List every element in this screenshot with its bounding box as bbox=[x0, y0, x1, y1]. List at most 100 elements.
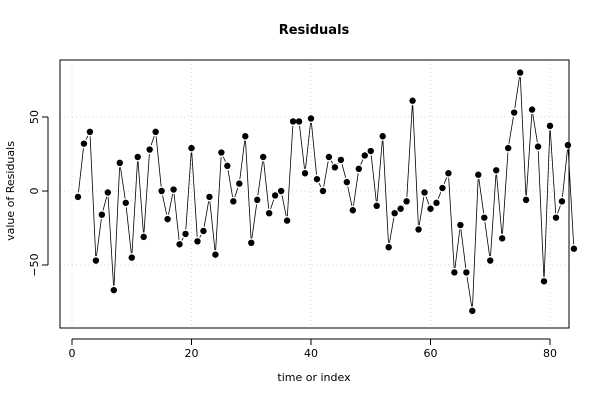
data-point bbox=[457, 221, 464, 229]
series-segment bbox=[514, 76, 520, 109]
data-point bbox=[158, 187, 165, 195]
data-point bbox=[74, 193, 82, 201]
series-segment bbox=[376, 140, 383, 202]
y-tick-label: 50 bbox=[28, 110, 41, 124]
data-point bbox=[564, 141, 572, 149]
data-point bbox=[224, 162, 231, 170]
series-segment bbox=[412, 105, 419, 226]
series-segment bbox=[125, 207, 132, 254]
data-point bbox=[92, 257, 100, 264]
data-point bbox=[265, 210, 273, 217]
data-point bbox=[499, 235, 506, 242]
data-point bbox=[355, 165, 362, 172]
data-point bbox=[206, 193, 213, 201]
data-point bbox=[331, 164, 339, 171]
series-segment bbox=[102, 196, 108, 211]
series-segment bbox=[418, 196, 425, 226]
data-point bbox=[152, 128, 159, 135]
series-segment bbox=[85, 135, 89, 140]
data-point bbox=[367, 147, 374, 155]
data-point bbox=[510, 109, 518, 116]
data-point bbox=[540, 278, 548, 285]
series-segment bbox=[508, 116, 514, 144]
series-segment bbox=[443, 177, 448, 185]
series-segment bbox=[143, 154, 150, 233]
series-segment bbox=[137, 161, 144, 233]
data-point bbox=[397, 205, 404, 212]
series-segment bbox=[448, 177, 455, 268]
data-point bbox=[391, 210, 398, 217]
series-segment bbox=[222, 156, 226, 162]
series-segment bbox=[155, 136, 162, 187]
series-segment bbox=[543, 130, 551, 277]
data-point bbox=[325, 153, 333, 161]
data-point bbox=[475, 171, 482, 178]
data-point bbox=[236, 180, 243, 187]
grid bbox=[60, 60, 569, 328]
data-point bbox=[534, 143, 542, 150]
data-point bbox=[516, 69, 524, 76]
data-point bbox=[188, 144, 195, 152]
series-segment bbox=[107, 196, 114, 286]
data-point bbox=[319, 187, 327, 195]
series-segment bbox=[96, 219, 102, 257]
data-point bbox=[170, 186, 177, 193]
data-point bbox=[522, 196, 530, 204]
series-segment bbox=[406, 105, 413, 197]
series-segment bbox=[251, 204, 258, 239]
data-point bbox=[421, 189, 428, 196]
series-segment bbox=[341, 164, 347, 178]
data-point bbox=[546, 122, 554, 130]
data-point bbox=[260, 153, 267, 161]
data-point bbox=[116, 159, 124, 167]
series-segment bbox=[113, 167, 120, 286]
series-segment bbox=[185, 152, 192, 230]
series-segment bbox=[131, 161, 138, 254]
data-point bbox=[230, 198, 237, 205]
series-segment bbox=[299, 125, 305, 169]
data-point bbox=[164, 215, 171, 223]
data-point bbox=[182, 230, 189, 238]
data-point bbox=[283, 217, 291, 224]
series-segment bbox=[305, 122, 311, 169]
series-segment bbox=[425, 196, 430, 205]
data-point bbox=[110, 286, 118, 294]
series-segment bbox=[199, 234, 202, 238]
x-tick-label: 20 bbox=[185, 347, 199, 360]
data-point bbox=[337, 156, 345, 164]
series-segment bbox=[323, 161, 329, 187]
data-point bbox=[218, 149, 225, 156]
series-segment bbox=[370, 155, 377, 202]
data-point bbox=[487, 257, 494, 264]
series-segment bbox=[478, 179, 485, 214]
series-segment bbox=[496, 174, 503, 234]
series-segment bbox=[239, 140, 246, 180]
series-segment bbox=[519, 77, 527, 196]
series-segment bbox=[502, 152, 509, 234]
data-point bbox=[104, 189, 112, 196]
series-segment bbox=[318, 182, 322, 188]
plot-frame bbox=[59, 59, 570, 329]
series-segment bbox=[562, 149, 568, 197]
data-point bbox=[254, 196, 261, 204]
data-point bbox=[409, 97, 416, 104]
data-point bbox=[385, 244, 392, 251]
series-segment bbox=[150, 135, 155, 146]
data-point bbox=[403, 198, 410, 205]
series-segment bbox=[227, 170, 233, 197]
series-segment bbox=[532, 113, 538, 143]
series-segment bbox=[484, 222, 491, 257]
series-segment bbox=[257, 161, 263, 196]
series-segment bbox=[181, 237, 184, 241]
series-segment bbox=[472, 179, 479, 307]
series-segment bbox=[353, 173, 359, 206]
data-point bbox=[134, 153, 141, 161]
data-point bbox=[271, 192, 279, 199]
series-segment bbox=[263, 161, 270, 209]
series-segment bbox=[209, 201, 216, 251]
series-segment bbox=[311, 122, 317, 175]
data-point bbox=[313, 175, 321, 183]
series-segment bbox=[347, 186, 353, 206]
data-point bbox=[295, 118, 303, 125]
data-point bbox=[427, 205, 434, 212]
